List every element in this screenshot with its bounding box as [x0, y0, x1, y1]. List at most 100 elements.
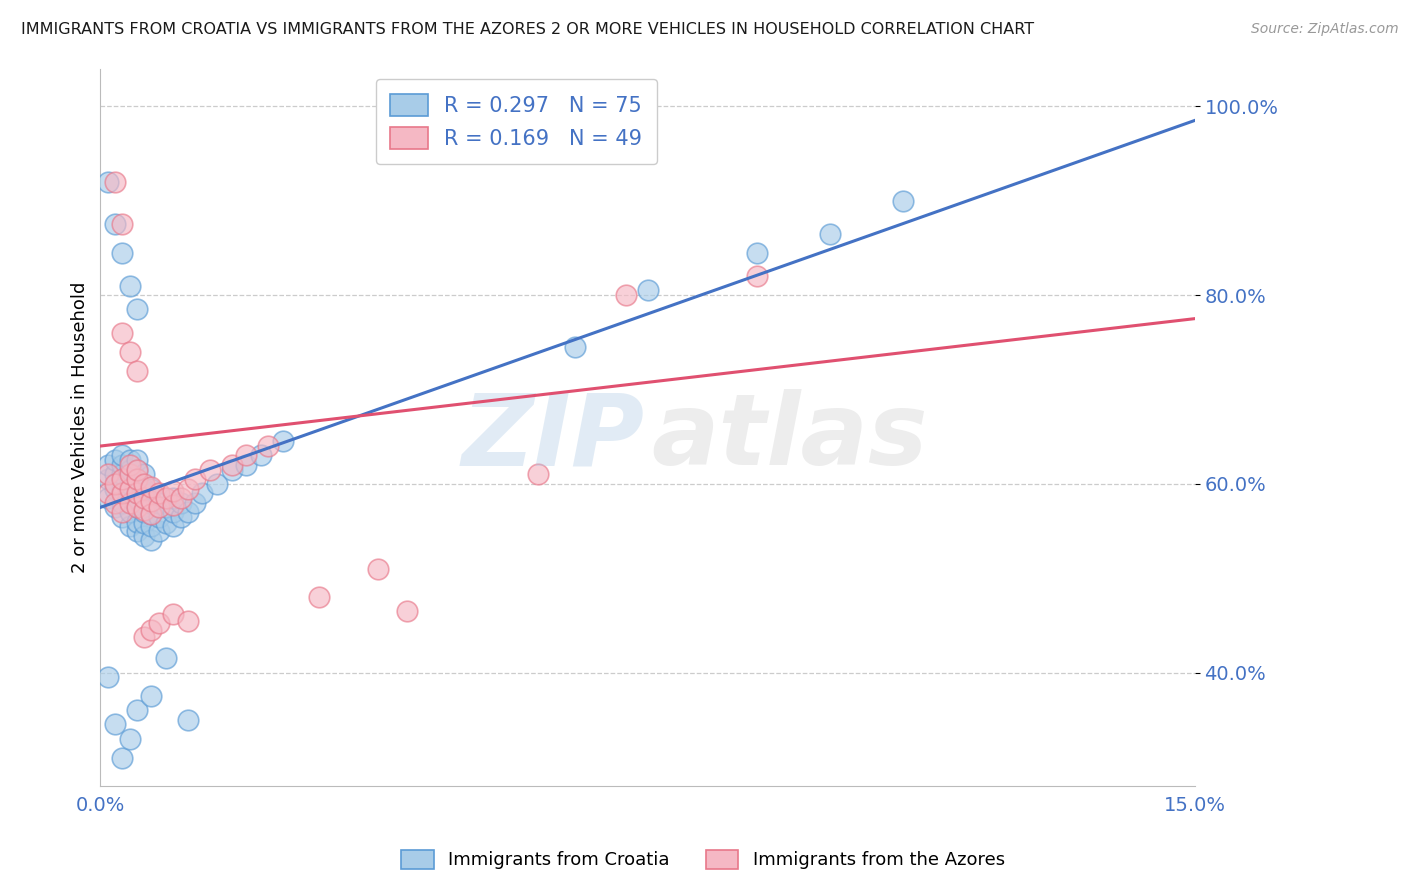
Point: [134, 529, 156, 543]
Point: [564, 340, 586, 354]
Point: [367, 562, 389, 576]
Point: [155, 516, 177, 531]
Point: [118, 453, 141, 467]
Point: [118, 476, 141, 491]
Point: [198, 463, 221, 477]
Point: [155, 500, 177, 515]
Point: [745, 269, 768, 284]
Point: [104, 175, 127, 189]
Point: [162, 491, 184, 505]
Point: [111, 245, 134, 260]
Point: [134, 505, 156, 519]
Point: [125, 500, 148, 515]
Point: [111, 505, 134, 519]
Point: [250, 449, 273, 463]
Y-axis label: 2 or more Vehicles in Household: 2 or more Vehicles in Household: [72, 282, 89, 573]
Point: [111, 467, 134, 482]
Text: IMMIGRANTS FROM CROATIA VS IMMIGRANTS FROM THE AZORES 2 OR MORE VEHICLES IN HOUS: IMMIGRANTS FROM CROATIA VS IMMIGRANTS FR…: [21, 22, 1035, 37]
Point: [118, 731, 141, 746]
Point: [104, 482, 127, 496]
Point: [125, 703, 148, 717]
Point: [162, 607, 184, 621]
Point: [177, 713, 200, 727]
Text: atlas: atlas: [651, 390, 928, 486]
Point: [97, 670, 120, 684]
Point: [125, 363, 148, 377]
Point: [118, 482, 141, 496]
Point: [184, 496, 207, 510]
Point: [141, 496, 163, 510]
Point: [141, 519, 163, 533]
Point: [118, 467, 141, 482]
Point: [97, 175, 120, 189]
Point: [97, 491, 120, 505]
Point: [125, 463, 148, 477]
Point: [527, 467, 550, 482]
Point: [104, 500, 127, 515]
Point: [104, 467, 127, 482]
Point: [745, 245, 768, 260]
Point: [118, 458, 141, 472]
Point: [184, 472, 207, 486]
Point: [637, 283, 659, 297]
Point: [148, 509, 170, 524]
Point: [162, 505, 184, 519]
Point: [111, 458, 134, 472]
Point: [235, 449, 257, 463]
Point: [97, 458, 120, 472]
Point: [141, 507, 163, 521]
Point: [125, 524, 148, 538]
Point: [111, 486, 134, 500]
Point: [395, 604, 418, 618]
Point: [148, 486, 170, 500]
Point: [125, 515, 148, 529]
Point: [141, 493, 163, 508]
Point: [155, 651, 177, 665]
Point: [125, 302, 148, 317]
Point: [308, 590, 330, 604]
Point: [141, 507, 163, 521]
Point: [134, 516, 156, 531]
Point: [118, 491, 141, 505]
Point: [111, 496, 134, 510]
Legend: R = 0.297   N = 75, R = 0.169   N = 49: R = 0.297 N = 75, R = 0.169 N = 49: [375, 78, 657, 164]
Point: [134, 476, 156, 491]
Point: [235, 458, 257, 472]
Point: [205, 476, 228, 491]
Point: [148, 524, 170, 538]
Point: [177, 505, 200, 519]
Point: [125, 500, 148, 515]
Point: [134, 491, 156, 505]
Point: [818, 227, 841, 241]
Point: [118, 344, 141, 359]
Point: [125, 463, 148, 477]
Point: [111, 750, 134, 764]
Point: [271, 434, 294, 449]
Point: [134, 491, 156, 505]
Point: [111, 449, 134, 463]
Point: [111, 509, 134, 524]
Point: [162, 498, 184, 512]
Point: [111, 472, 134, 486]
Point: [148, 496, 170, 510]
Point: [162, 519, 184, 533]
Point: [141, 480, 163, 494]
Point: [257, 439, 280, 453]
Point: [891, 194, 914, 208]
Point: [155, 491, 177, 505]
Point: [141, 482, 163, 496]
Point: [221, 463, 243, 477]
Point: [118, 463, 141, 477]
Point: [125, 472, 148, 486]
Text: ZIP: ZIP: [461, 390, 644, 486]
Point: [141, 623, 163, 637]
Point: [177, 614, 200, 628]
Point: [104, 453, 127, 467]
Point: [118, 278, 141, 293]
Point: [134, 467, 156, 482]
Point: [125, 453, 148, 467]
Point: [169, 509, 191, 524]
Point: [125, 472, 148, 486]
Point: [148, 500, 170, 515]
Point: [125, 486, 148, 500]
